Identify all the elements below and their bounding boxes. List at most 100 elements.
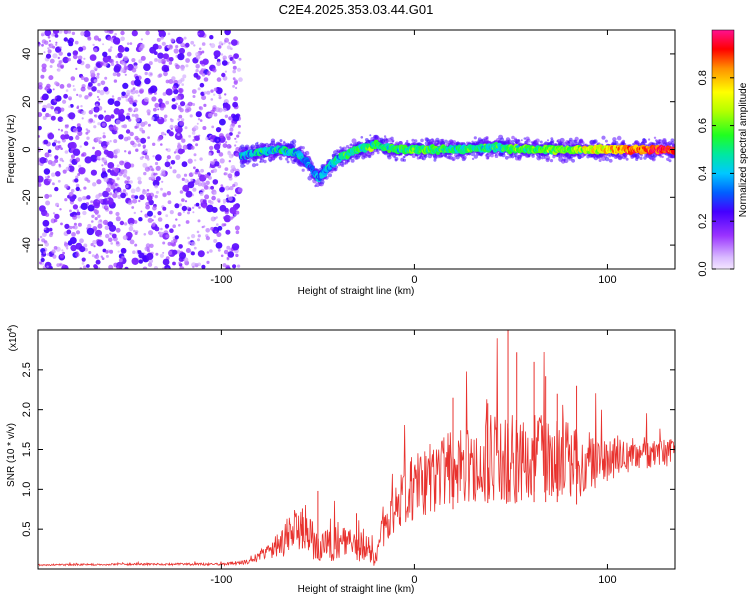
noise-point: [233, 79, 238, 84]
noise-point: [117, 250, 120, 253]
noise-point: [41, 94, 48, 101]
noise-point: [139, 127, 144, 132]
noise-point: [217, 248, 221, 252]
noise-point: [164, 223, 170, 229]
noise-point: [63, 30, 69, 35]
noise-point: [38, 135, 41, 138]
noise-point: [79, 189, 82, 192]
noise-point: [195, 65, 200, 69]
noise-point: [72, 127, 78, 133]
noise-point: [76, 93, 79, 96]
noise-point: [66, 83, 72, 88]
noise-point: [80, 86, 86, 92]
noise-point: [201, 50, 205, 54]
noise-point: [96, 75, 100, 79]
ridge-halo-point: [651, 157, 656, 162]
noise-point: [96, 200, 100, 203]
noise-point: [135, 187, 141, 193]
noise-point: [215, 242, 223, 249]
noise-point: [107, 162, 115, 169]
noise-point: [47, 175, 50, 179]
noise-point: [162, 92, 167, 96]
noise-point: [232, 77, 236, 81]
noise-point: [110, 184, 116, 190]
noise-point: [146, 192, 152, 198]
noise-point: [67, 52, 72, 57]
noise-point: [204, 194, 210, 200]
noise-point: [227, 251, 235, 258]
noise-point: [172, 224, 176, 228]
noise-point: [96, 239, 104, 247]
noise-point: [61, 249, 64, 252]
noise-point: [177, 118, 180, 121]
noise-point: [222, 263, 227, 268]
noise-point: [59, 254, 64, 259]
noise-point: [186, 51, 192, 57]
noise-point: [228, 41, 231, 45]
noise-point: [150, 116, 155, 121]
ridge-halo-point: [471, 157, 475, 161]
noise-point: [111, 233, 117, 239]
noise-point: [225, 133, 231, 139]
noise-point: [182, 74, 187, 79]
noise-point: [191, 131, 196, 135]
noise-point: [160, 187, 163, 191]
noise-point: [169, 166, 172, 169]
noise-point: [81, 257, 86, 262]
noise-point: [80, 202, 88, 210]
noise-point: [183, 257, 189, 263]
noise-point: [222, 107, 227, 112]
noise-point: [238, 77, 243, 82]
noise-point: [54, 34, 59, 38]
noise-point: [131, 67, 137, 73]
noise-point: [216, 149, 221, 154]
noise-point: [221, 60, 228, 66]
noise-point: [110, 242, 113, 245]
noise-point: [237, 264, 241, 268]
noise-point: [130, 188, 136, 194]
noise-point: [155, 154, 162, 161]
ridge-halo-point: [563, 158, 569, 164]
noise-point: [235, 253, 239, 258]
ridge-halo-point: [279, 139, 283, 143]
noise-point: [153, 107, 157, 112]
noise-point: [176, 249, 181, 253]
noise-point: [182, 210, 185, 213]
noise-point: [133, 211, 136, 215]
noise-point: [151, 168, 155, 172]
noise-point: [187, 181, 195, 189]
noise-point: [81, 110, 86, 116]
noise-point: [76, 209, 80, 212]
noise-point: [133, 220, 138, 224]
noise-point: [97, 156, 101, 160]
noise-point: [121, 161, 125, 164]
noise-point: [176, 173, 181, 179]
noise-point: [124, 266, 129, 269]
noise-point: [135, 148, 139, 152]
noise-point: [67, 57, 71, 62]
noise-point: [193, 246, 197, 250]
noise-point: [169, 57, 174, 62]
noise-point: [44, 152, 50, 158]
noise-point: [195, 69, 199, 73]
noise-point: [105, 205, 108, 209]
noise-point: [143, 121, 148, 125]
noise-point: [175, 102, 178, 106]
noise-point: [66, 229, 72, 235]
noise-point: [62, 251, 65, 255]
noise-point: [60, 107, 65, 112]
noise-point: [68, 112, 76, 120]
noise-point: [64, 184, 69, 189]
noise-point: [224, 93, 227, 96]
noise-point: [54, 110, 59, 115]
noise-point: [123, 170, 128, 175]
noise-point: [234, 137, 237, 140]
noise-point: [126, 136, 131, 141]
noise-point: [185, 64, 189, 68]
noise-point: [94, 265, 99, 269]
noise-point: [90, 169, 97, 176]
noise-point: [160, 173, 164, 176]
noise-point: [172, 261, 176, 266]
noise-point: [116, 187, 122, 193]
noise-point: [90, 154, 98, 162]
